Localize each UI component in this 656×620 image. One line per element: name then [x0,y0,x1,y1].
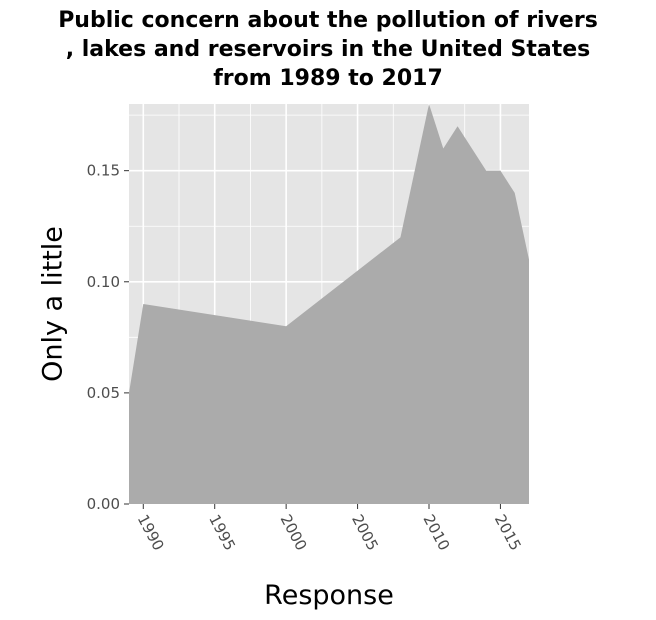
y-tick-label: 0.15 [87,162,120,180]
chart-title: Public concern about the pollution of ri… [0,6,656,93]
chart-title-line-2: , lakes and reservoirs in the United Sta… [65,37,591,62]
x-axis-ticks: 1990 1995 2000 2005 2010 2015 [134,504,525,554]
x-tick-label: 2015 [491,511,525,553]
x-tick-label: 2005 [348,511,382,553]
y-tick-label: 0.00 [87,495,120,513]
x-tick-label: 1995 [205,511,239,553]
area-series [129,104,529,504]
y-axis-ticks: 0.00 0.05 0.10 0.15 [87,162,129,513]
chart-title-line-3: from 1989 to 2017 [213,66,443,91]
y-tick-label: 0.10 [87,273,120,291]
x-axis-title: Response [264,580,394,611]
y-tick-label: 0.05 [87,384,120,402]
x-tick-label: 1990 [134,511,168,553]
x-tick-label: 2010 [419,511,453,553]
chart-title-line-1: Public concern about the pollution of ri… [58,8,598,33]
y-axis-title: Only a little [37,226,68,382]
x-tick-label: 2000 [277,511,311,553]
